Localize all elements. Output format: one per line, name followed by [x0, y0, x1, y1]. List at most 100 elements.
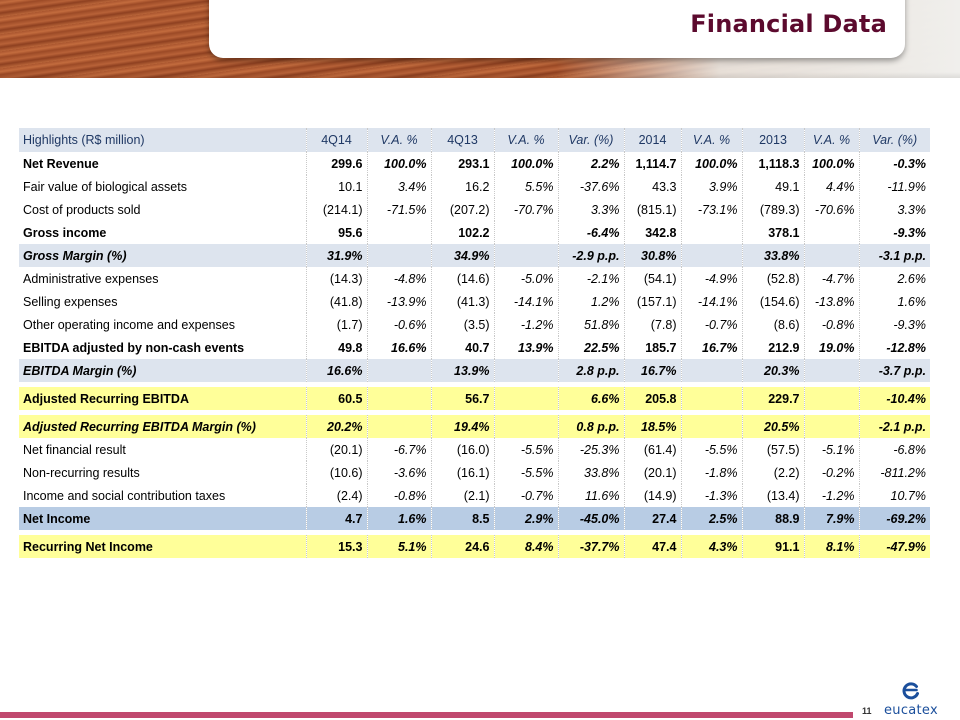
table-cell: (54.1) — [624, 267, 682, 290]
table-cell: 95.6 — [306, 221, 368, 244]
table-cell — [681, 359, 743, 382]
header-2014: 2014 — [624, 128, 682, 152]
table-cell: -0.8% — [367, 484, 432, 507]
table-cell: 49.1 — [742, 175, 805, 198]
table-cell: 2.5% — [681, 507, 743, 530]
table-cell: (41.3) — [431, 290, 495, 313]
table-cell: 212.9 — [742, 336, 805, 359]
table-cell — [681, 387, 743, 410]
table-cell: -2.1% — [558, 267, 625, 290]
table-cell: -45.0% — [558, 507, 625, 530]
table-cell: 22.5% — [558, 336, 625, 359]
table-cell: 2.9% — [494, 507, 559, 530]
table-cell: -13.9% — [367, 290, 432, 313]
table-cell: -37.7% — [558, 535, 625, 558]
table-cell: (2.2) — [742, 461, 805, 484]
table-cell: -2.9 p.p. — [558, 244, 625, 267]
table-cell: 1,114.7 — [624, 152, 682, 175]
table-cell: 51.8% — [558, 313, 625, 336]
table-cell: (16.1) — [431, 461, 495, 484]
table-cell: 13.9% — [431, 359, 495, 382]
table-cell: -3.1 p.p. — [859, 244, 930, 267]
table-cell: 3.9% — [681, 175, 743, 198]
table-cell: 19.4% — [431, 415, 495, 438]
table-cell: -811.2% — [880, 465, 926, 480]
table-cell: 8.4% — [494, 535, 559, 558]
spacer-cell — [19, 382, 930, 387]
table-row: Selling expenses (41.8) -13.9% (41.3) -14.1%… — [19, 290, 930, 313]
table-cell: (154.6) — [742, 290, 805, 313]
table-cell: -3.7 p.p. — [859, 359, 930, 382]
table-cell — [367, 415, 432, 438]
row-label: Net Revenue — [19, 152, 307, 175]
row-label: Non-recurring results — [19, 461, 307, 484]
table-cell — [804, 415, 860, 438]
table-cell: 10.1 — [306, 175, 368, 198]
table-cell: 13.9% — [494, 336, 559, 359]
table-cell: 2.8 p.p. — [558, 359, 625, 382]
table-cell: 1.6% — [897, 294, 927, 309]
table-cell: -0.7% — [494, 484, 559, 507]
row-label: Gross Margin (%) — [19, 244, 307, 267]
table-cell: 5.1% — [367, 535, 432, 558]
table-cell: -9.3% — [893, 317, 926, 332]
table-cell: -2.1 p.p. — [859, 415, 930, 438]
table-cell — [804, 359, 860, 382]
table-cell: 1,118.3 — [742, 152, 805, 175]
row-label: Adjusted Recurring EBITDA Margin (%) — [19, 415, 307, 438]
table-cell: -70.6% — [804, 198, 860, 221]
table-cell: (20.1) — [306, 438, 368, 461]
table-cell: 11.6% — [558, 484, 625, 507]
table-cell: 205.8 — [624, 387, 682, 410]
table-cell: (789.3) — [742, 198, 805, 221]
eucatex-logo: eucatex — [879, 680, 943, 718]
table-cell: 7.9% — [804, 507, 860, 530]
table-cell: -6.4% — [558, 221, 625, 244]
table-cell: 88.9 — [742, 507, 805, 530]
table-cell: -4.7% — [804, 267, 860, 290]
table-cell: 3.3% — [558, 198, 625, 221]
row-label: EBITDA Margin (%) — [19, 359, 307, 382]
table-row: Other operating income and expenses (1.7)… — [19, 313, 930, 336]
table-cell: -47.9% — [859, 535, 930, 558]
table-cell: 33.8% — [742, 244, 805, 267]
table-cell: (14.9) — [624, 484, 682, 507]
table-row: Recurring Net Income 15.3 5.1% 24.6 8.4% -37.… — [19, 535, 930, 558]
table-cell: (16.0) — [431, 438, 495, 461]
table-cell: (3.5) — [431, 313, 495, 336]
spacer-cell — [19, 410, 930, 415]
page-title: Financial Data — [690, 10, 887, 38]
logo-text: eucatex — [883, 703, 938, 718]
table-cell: (14.3) — [306, 267, 368, 290]
spacer-row — [19, 410, 930, 415]
header-2013: 2013 — [742, 128, 805, 152]
header-va-2014: V.A. % — [681, 128, 743, 152]
table-row: Net Revenue 299.6 100.0% 293.1 100.0% 2.2% 1,1… — [19, 152, 930, 175]
table-cell: 27.4 — [624, 507, 682, 530]
table-cell: 3.3% — [897, 202, 927, 217]
table-cell: 1.6% — [367, 507, 432, 530]
table-cell: 10.7% — [890, 488, 926, 503]
footer-bar — [0, 712, 853, 718]
table-cell: (41.8) — [306, 290, 368, 313]
table-cell — [804, 387, 860, 410]
table-row: Cost of products sold (214.1) -71.5% (207.2… — [19, 198, 930, 221]
table-cell: 30.8% — [624, 244, 682, 267]
table-cell: -1.3% — [681, 484, 743, 507]
row-label: Other operating income and expenses — [19, 313, 307, 336]
table-cell: (2.1) — [431, 484, 495, 507]
table-cell: -0.3% — [893, 156, 926, 171]
table-cell: (57.5) — [742, 438, 805, 461]
table-cell: 100.0% — [494, 152, 559, 175]
table-cell: -0.6% — [367, 313, 432, 336]
table-cell: (7.8) — [624, 313, 682, 336]
row-label: Gross income — [19, 221, 307, 244]
header-var-year: Var. (%) — [859, 128, 930, 152]
table-header-row: Highlights (R$ million) 4Q14 V.A. % 4Q13… — [19, 128, 930, 152]
table-cell: 20.3% — [742, 359, 805, 382]
row-label: EBITDA adjusted by non-cash events — [19, 336, 307, 359]
table-cell: 293.1 — [431, 152, 495, 175]
table-cell: 60.5 — [306, 387, 368, 410]
table-row: Adjusted Recurring EBITDA Margin (%) 20.2… — [19, 415, 930, 438]
table-cell: (2.4) — [306, 484, 368, 507]
